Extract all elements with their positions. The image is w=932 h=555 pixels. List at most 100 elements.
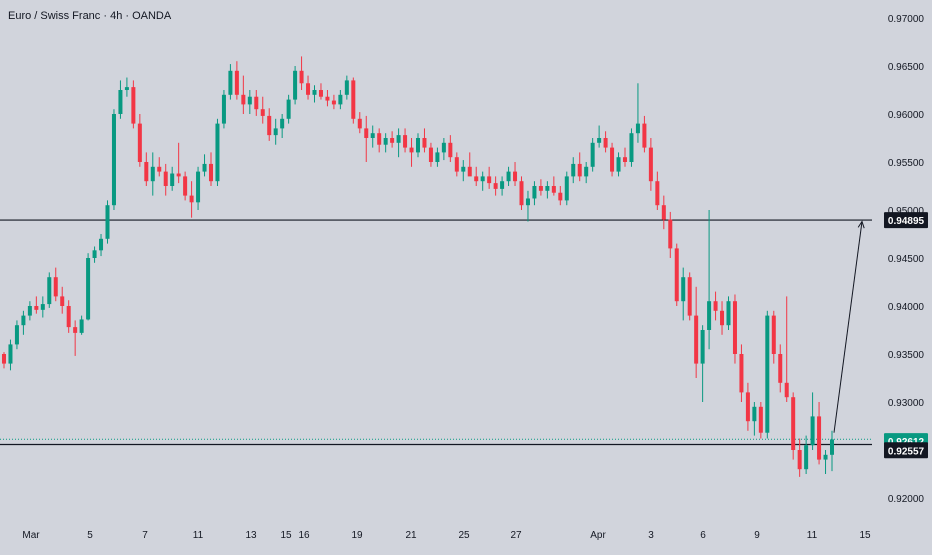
candle [409,138,414,167]
candle-body [234,70,239,95]
x-tick-label: 9 [754,530,760,541]
candle-body [720,310,725,326]
candle-body [66,306,71,328]
arrow-line[interactable] [833,221,863,433]
candle [791,392,796,460]
candle [687,272,692,321]
candle [804,435,809,474]
x-tick-label: 6 [700,530,706,541]
candle-body [306,83,311,95]
candle [441,138,446,161]
candle-body [771,315,776,354]
candle [34,296,39,314]
candle-body [170,173,175,186]
arrow-head-icon [857,220,865,229]
candle [784,296,789,402]
candle [739,344,744,402]
candle-body [344,80,349,95]
candle [105,200,110,244]
candle-body [131,87,136,124]
candle-body [558,192,563,201]
candle-body [325,96,330,101]
candle-body [183,176,188,196]
candle [99,234,104,257]
candle [616,152,621,177]
candle-body [144,162,149,182]
candle [707,210,712,350]
candle-body [487,176,492,184]
candle [92,246,97,263]
candle [157,157,162,177]
x-tick-label: 11 [807,530,818,541]
candle-body [758,406,763,433]
candle-body [21,315,26,326]
candle [590,138,595,172]
candle-body [538,186,543,191]
candle [817,402,822,465]
candle [525,190,530,222]
candle [597,125,602,148]
candle [461,160,466,182]
candle-body [364,128,369,138]
candle-body [331,100,336,105]
candle-body [228,70,233,95]
y-axis: 0.97000 0.96500 0.96000 0.95500 0.95000 0.945… [888,14,925,505]
candle [532,181,537,206]
candle [137,114,142,167]
y-tick-label: 0.92000 [888,494,925,505]
candle [797,438,802,477]
candle [124,77,129,97]
candle-body [700,330,705,364]
candle-body [14,325,19,345]
candle [228,64,233,100]
candle [577,152,582,182]
candle [14,320,19,350]
candle-body [137,123,142,162]
x-tick-label: 3 [648,530,654,541]
candle [40,296,45,318]
candle-body [590,142,595,167]
candle-body [215,123,220,182]
candle [396,128,401,158]
candle [538,179,543,196]
candle [8,339,13,371]
candle-body [525,198,530,206]
candle-body [415,138,421,153]
candle [610,142,615,177]
candle-body [506,171,511,182]
candle [422,128,427,153]
x-tick-label: 15 [280,530,292,541]
candle-body [603,138,608,148]
candle [254,90,259,116]
candle-body [99,238,104,251]
candle-body [299,70,304,84]
candle [325,90,330,107]
candle-body [390,138,395,143]
levels-layer [0,219,872,446]
candle [629,128,634,167]
candle [810,392,815,450]
candle-body [351,80,356,119]
x-tick-label: 11 [193,530,204,541]
candle [635,83,640,143]
candle-body [202,163,207,172]
candle-body [461,166,466,172]
candle-body [357,118,362,129]
candle-body [118,90,123,114]
candle-body [778,354,783,383]
candle-body [752,406,757,422]
x-axis: Mar 5 7 11 13 15 16 19 21 25 27 Apr 3 6 9 11 15 [22,530,871,541]
candle [668,211,673,258]
candle [215,118,220,186]
candle-body [273,128,278,136]
candle-body [1,354,7,364]
candle-body [267,115,272,136]
candle [234,61,239,100]
candle-body [92,250,97,258]
candle-body [610,147,615,172]
candle [331,94,336,110]
y-tick-label: 0.94000 [888,302,925,313]
candle [558,186,563,206]
